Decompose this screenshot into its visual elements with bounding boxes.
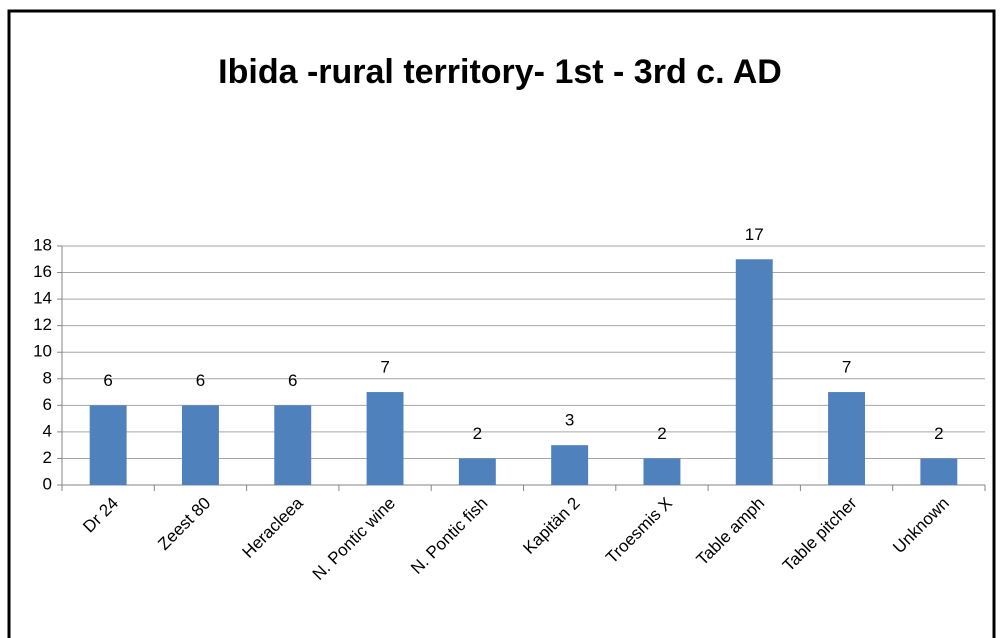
data-label: 17 — [745, 225, 764, 244]
x-tick-label: N. Pontic fish — [407, 494, 491, 578]
x-tick-label: Zeest 80 — [154, 494, 214, 554]
bar — [828, 392, 866, 485]
data-label: 6 — [103, 371, 112, 390]
y-tick-label: 12 — [33, 315, 52, 334]
y-tick-label: 2 — [43, 448, 52, 467]
data-label: 3 — [565, 411, 574, 430]
y-tick-label: 0 — [43, 474, 52, 493]
data-label: 6 — [196, 371, 205, 390]
frame — [7, 9, 996, 638]
y-tick-label: 8 — [43, 368, 52, 387]
bar — [366, 392, 404, 485]
bar — [920, 458, 958, 485]
x-tick-label: Table amph — [693, 494, 769, 570]
data-label: 2 — [473, 424, 482, 443]
y-tick-label: 16 — [33, 262, 52, 281]
x-tick-label: Heracleea — [239, 493, 308, 562]
bar — [181, 405, 219, 485]
bar — [551, 445, 589, 485]
y-tick-label: 6 — [43, 395, 52, 414]
data-label: 7 — [380, 358, 389, 377]
y-tick-label: 10 — [33, 342, 52, 361]
y-tick-label: 4 — [43, 421, 52, 440]
chart-title: Ibida -rural territory- 1st - 3rd c. AD — [218, 53, 782, 91]
data-label: 7 — [842, 358, 851, 377]
x-tick-label: Kapitän 2 — [519, 494, 583, 558]
bar — [643, 458, 681, 485]
x-tick-label: N. Pontic wine — [309, 494, 399, 584]
x-tick-label: Troesmis X — [602, 494, 676, 568]
x-tick-label: Unknown — [889, 494, 953, 558]
data-label: 2 — [657, 424, 666, 443]
data-label: 6 — [288, 371, 297, 390]
y-tick-label: 14 — [33, 289, 52, 308]
bar — [735, 259, 773, 485]
bar — [89, 405, 127, 485]
data-label: 2 — [934, 424, 943, 443]
bar — [274, 405, 312, 485]
x-tick-label: Table pitcher — [779, 493, 861, 575]
y-tick-label: 18 — [33, 235, 52, 254]
x-tick-label: Dr 24 — [79, 494, 122, 537]
bar — [458, 458, 496, 485]
